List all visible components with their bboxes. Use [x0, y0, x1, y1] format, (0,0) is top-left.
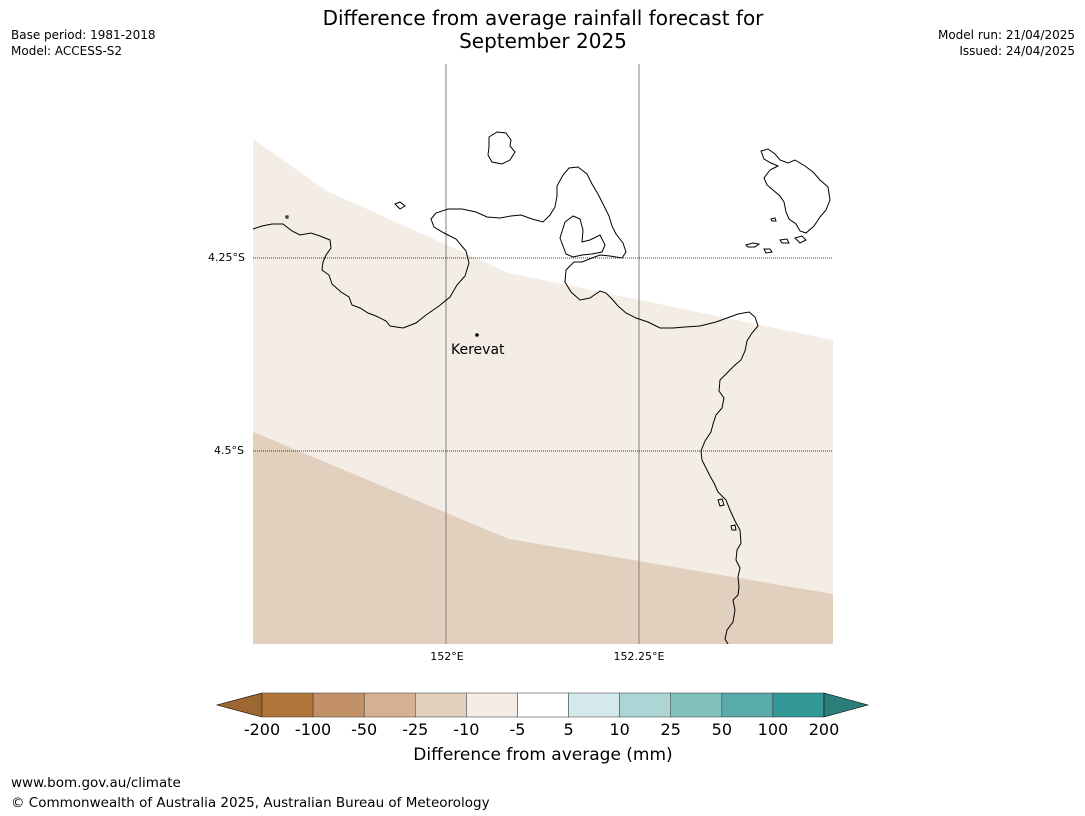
colorbar-segment: [261, 692, 314, 718]
coastline-islet: [794, 235, 807, 244]
map-area: [253, 64, 833, 644]
colorbar-title: Difference from average (mm): [413, 745, 673, 765]
title-line-2: September 2025: [459, 29, 627, 53]
lat-label-4-5s: 4.5°S: [214, 444, 244, 457]
meta-right: Model run: 21/04/2025 Issued: 24/04/2025: [938, 27, 1075, 59]
colorbar-segment: [670, 692, 723, 718]
base-period-text: Base period: 1981-2018: [11, 28, 156, 42]
colorbar-segment: [517, 692, 569, 718]
model-text: Model: ACCESS-S2: [11, 44, 123, 58]
coastline-bay: [559, 215, 606, 258]
colorbar-segment: [568, 692, 620, 718]
coastline-islet: [730, 524, 737, 531]
colorbar-segment: [721, 692, 774, 718]
lon-label-152e: 152°E: [430, 650, 464, 663]
chart-title: Difference from average rainfall forecas…: [243, 7, 843, 53]
coastline-watom: [487, 131, 516, 165]
coastline-islet: [285, 215, 289, 219]
colorbar-tick-label: -200: [243, 720, 281, 739]
place-label-kerevat: Kerevat: [451, 342, 505, 358]
coastline: [253, 131, 831, 644]
footer-copyright: © Commonwealth of Australia 2025, Austra…: [11, 795, 490, 811]
colorbar-extend-low: [215, 692, 263, 718]
colorbar: [215, 692, 870, 718]
coastline-islet: [770, 217, 777, 222]
colorbar-tick-label: 50: [711, 720, 732, 739]
colorbar-segment: [312, 692, 365, 718]
colorbar-tick-label: -25: [402, 720, 429, 739]
coastline-duke-of-york: [760, 148, 831, 234]
issued-text: Issued: 24/04/2025: [959, 44, 1075, 58]
title-line-1: Difference from average rainfall forecas…: [322, 6, 764, 30]
coastline-islet: [779, 238, 790, 244]
colorbar-segment: [772, 692, 825, 718]
colorbar-tick-label: -10: [453, 720, 480, 739]
meta-left: Base period: 1981-2018 Model: ACCESS-S2: [11, 27, 156, 59]
colorbar-tick-label: 200: [808, 720, 840, 739]
lon-label-152-25e: 152.25°E: [613, 650, 665, 663]
colorbar-tick-label: -100: [294, 720, 332, 739]
colorbar-segment: [415, 692, 467, 718]
colorbar-segment: [466, 692, 518, 718]
colorbar-tick-label: 25: [660, 720, 681, 739]
anomaly-band-minus10: [253, 432, 833, 644]
kerevat-marker: [475, 333, 479, 337]
colorbar-tick-label: 10: [609, 720, 630, 739]
colorbar-segment: [619, 692, 671, 718]
colorbar-tick-label: -50: [351, 720, 378, 739]
coastline-islet: [717, 498, 725, 507]
colorbar-tick-label: -5: [509, 720, 526, 739]
colorbar-segment: [363, 692, 416, 718]
coastline-islet: [745, 242, 761, 248]
coastline-islet: [763, 248, 773, 254]
colorbar-tick-label: 100: [757, 720, 789, 739]
colorbar-extend-high: [823, 692, 870, 718]
colorbar-tick-label: 5: [563, 720, 574, 739]
model-run-text: Model run: 21/04/2025: [937, 28, 1075, 42]
coastline-islet: [394, 201, 406, 210]
lat-label-4-25s: 4.25°S: [208, 251, 245, 264]
footer-url[interactable]: www.bom.gov.au/climate: [11, 775, 181, 791]
colorbar-tick-labels: -200 -100 -50 -25 -10 -5 5 10 25 50 100 200: [0, 720, 1085, 740]
coastline-mainland: [253, 166, 759, 644]
